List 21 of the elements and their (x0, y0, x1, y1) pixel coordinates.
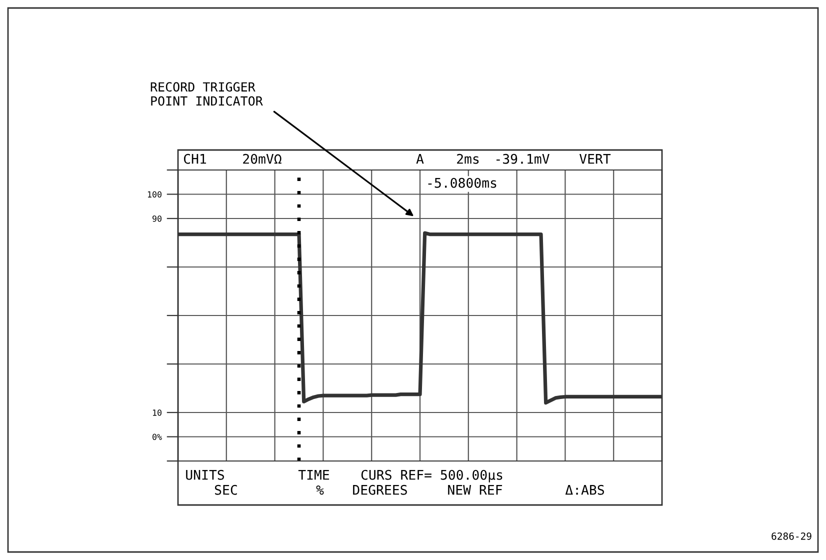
text: A (416, 154, 424, 164)
text: Δ:ABS (565, 484, 604, 495)
text: 20mVΩ (243, 154, 282, 164)
y-tick-label: 10 (152, 410, 162, 416)
text: RECORD TRIGGER POINT INDICATOR (150, 82, 263, 106)
y-tick-label: 0% (152, 434, 162, 440)
text: 6286-29 (772, 532, 812, 540)
text: % (316, 485, 324, 495)
text: NEW REF (448, 485, 502, 495)
annotation: -5.0800ms (428, 178, 496, 188)
text: TIME (298, 470, 330, 480)
text: 2ms (457, 154, 479, 164)
text: UNITS (186, 470, 224, 480)
text: DEGREES (353, 484, 407, 495)
text: -39.1mV (496, 154, 550, 164)
text: SEC (214, 484, 237, 495)
text: VERT (579, 154, 611, 164)
text: CURS REF= 500.00µs (361, 470, 502, 482)
text: CH1 (184, 154, 206, 164)
y-tick-label: 90 (152, 216, 162, 222)
y-tick-label: 100 (148, 191, 162, 198)
